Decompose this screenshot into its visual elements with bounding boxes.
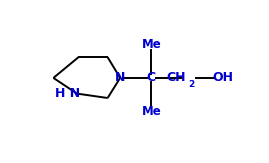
Text: H N: H N (55, 87, 80, 100)
Text: CH: CH (166, 71, 186, 84)
Text: 2: 2 (188, 80, 194, 89)
Text: Me: Me (141, 38, 161, 51)
Text: OH: OH (213, 71, 234, 84)
Text: C: C (147, 71, 156, 84)
Text: N: N (115, 71, 125, 84)
Text: Me: Me (141, 105, 161, 118)
